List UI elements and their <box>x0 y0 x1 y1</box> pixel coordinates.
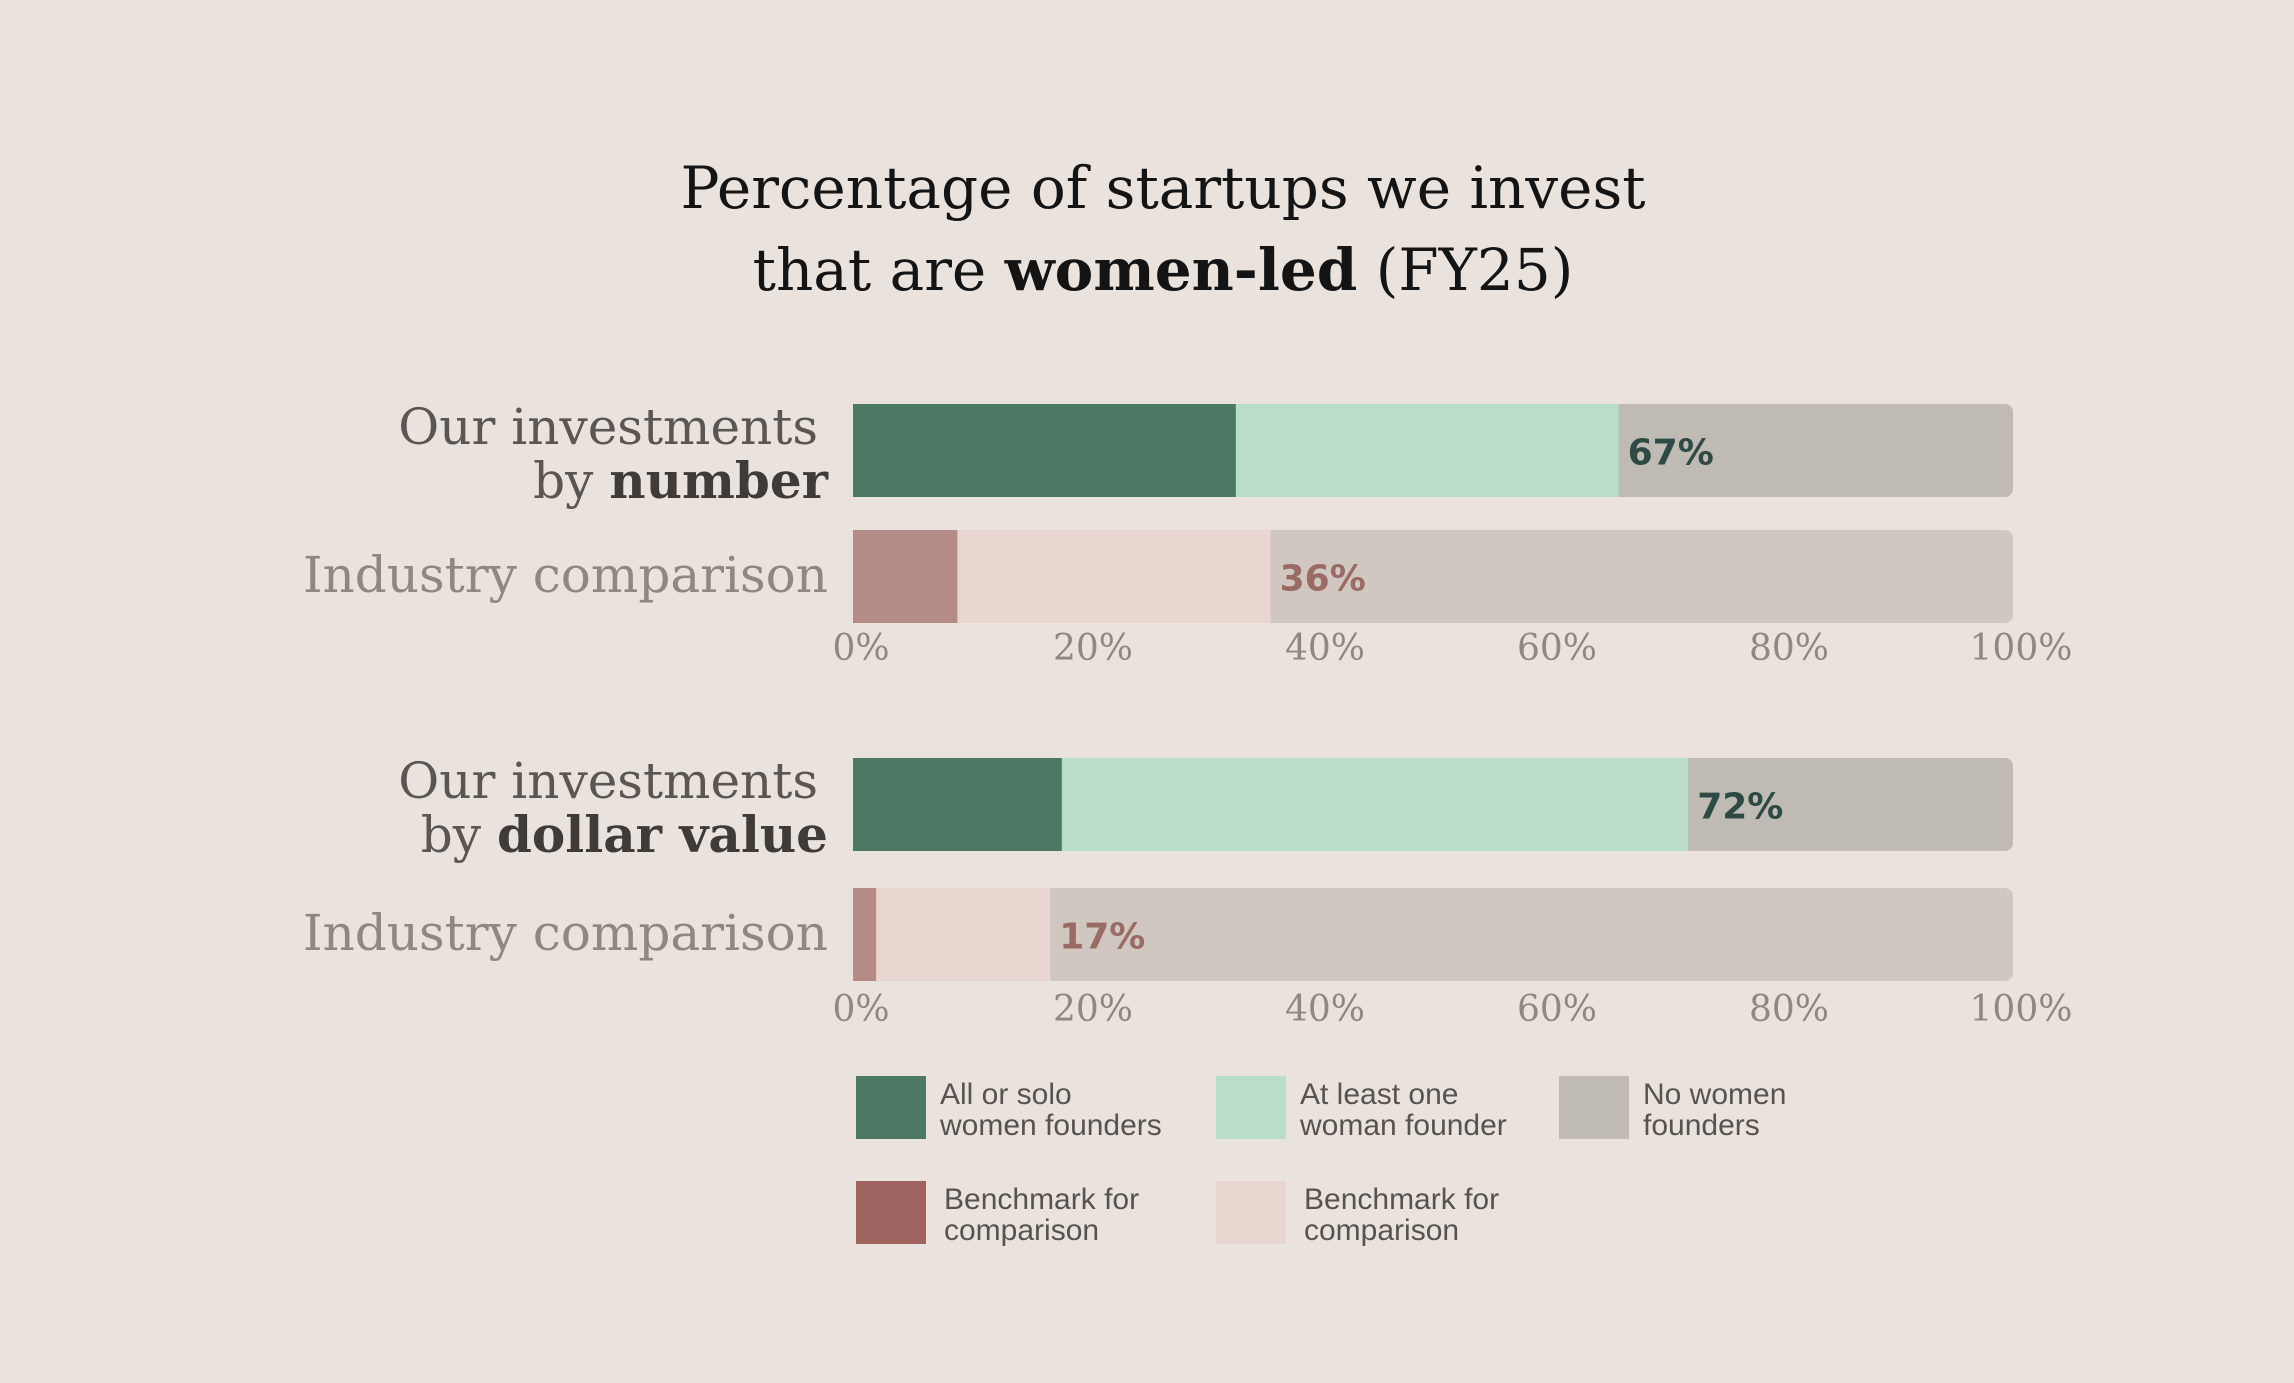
category-label: Industry comparison <box>303 904 828 962</box>
bar-row <box>853 758 2013 851</box>
title-line-2-post: (FY25) <box>1357 236 1573 304</box>
legend-swatch <box>856 1076 926 1139</box>
data-label: 17% <box>1059 917 1145 958</box>
category-label-line-2: by number <box>533 451 829 510</box>
legend-label-line-2: women founders <box>939 1109 1162 1142</box>
bar-segment <box>1618 404 2013 497</box>
category-label-line-1: Our investments <box>398 398 818 456</box>
bar-segment <box>1050 888 2013 981</box>
bar-row <box>853 404 2013 497</box>
bar-row <box>853 530 2013 623</box>
tick-label: 0% <box>832 989 889 1030</box>
legend-label-line-2: founders <box>1643 1109 1760 1142</box>
legend-swatch <box>1216 1181 1286 1244</box>
tick-label: 100% <box>1970 628 2073 669</box>
tick-label: 20% <box>1053 628 1133 669</box>
tick-label: 80% <box>1749 628 1829 669</box>
bar-segment <box>853 530 958 623</box>
legend-label-line-1: At least one <box>1300 1078 1458 1111</box>
tick-label: 60% <box>1517 628 1597 669</box>
legend-label-line-2: woman founder <box>1299 1109 1507 1142</box>
category-label: Industry comparison <box>303 546 828 604</box>
data-label: 72% <box>1697 787 1783 828</box>
bar-segment <box>1061 758 1689 851</box>
tick-label: 40% <box>1285 989 1365 1030</box>
tick-label: 100% <box>1970 989 2073 1030</box>
legend-swatch <box>1216 1076 1286 1139</box>
legend-label-line-1: Benchmark for <box>1304 1183 1499 1216</box>
legend-label-line-1: All or solo <box>940 1078 1072 1111</box>
legend-label-line-1: No women <box>1643 1078 1786 1111</box>
legend-swatch <box>1559 1076 1629 1139</box>
tick-label: 20% <box>1053 989 1133 1030</box>
bar-segment <box>853 404 1237 497</box>
legend-label-line-2: comparison <box>944 1214 1099 1247</box>
title-line-2: that are women-led (FY25) <box>753 236 1574 304</box>
legend-label-line-1: Benchmark for <box>944 1183 1139 1216</box>
data-label: 36% <box>1280 559 1366 600</box>
title-line-2-pre: that are <box>753 236 1005 304</box>
bar-segment <box>1688 758 2013 851</box>
legend-label-line-2: comparison <box>1304 1214 1459 1247</box>
tick-label: 0% <box>832 628 889 669</box>
chart-title: Percentage of startups we invest that ar… <box>680 154 1645 304</box>
bar-segment <box>1235 404 1620 497</box>
bar-segment <box>876 888 1051 981</box>
tick-label: 60% <box>1517 989 1597 1030</box>
category-label-line-2: by dollar value <box>421 805 828 864</box>
bar-segment <box>1270 530 2013 623</box>
bar-segment <box>853 758 1063 851</box>
bar-segment <box>957 530 1272 623</box>
title-line-2-bold: women-led <box>1004 236 1358 304</box>
data-label: 67% <box>1628 433 1714 474</box>
legend-swatch <box>856 1181 926 1244</box>
tick-label: 40% <box>1285 628 1365 669</box>
title-line-1: Percentage of startups we invest <box>680 154 1645 222</box>
bar-row <box>853 888 2013 981</box>
tick-label: 80% <box>1749 989 1829 1030</box>
category-label-line-1: Our investments <box>398 752 818 810</box>
bar-segment <box>853 888 877 981</box>
